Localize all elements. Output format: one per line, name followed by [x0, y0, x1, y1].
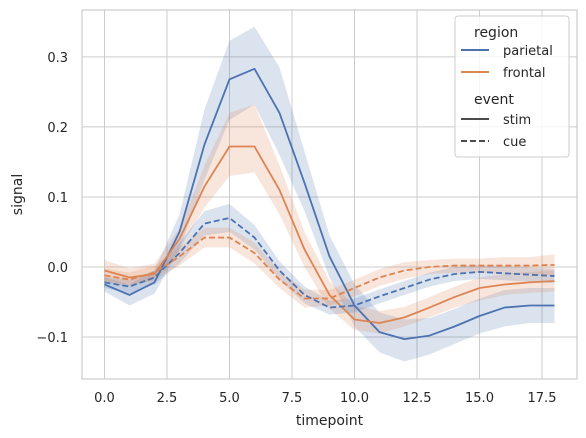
- y-tick-labels: −0.1 0.0 0.1 0.2 0.3: [36, 51, 68, 346]
- y-tick-label: −0.1: [36, 331, 68, 346]
- x-axis-label: timepoint: [296, 413, 364, 429]
- ci-band-parietal-cue: [104, 203, 555, 315]
- x-tick-label: 10.0: [340, 391, 369, 406]
- legend-label-frontal: frontal: [503, 66, 546, 81]
- x-tick-label: 17.5: [528, 391, 557, 406]
- series-lines: [104, 67, 555, 340]
- x-tick-labels: 0.0 2.5 5.0 7.5 10.0 12.5 15.0 17.5: [94, 391, 556, 406]
- series-line-frontal-cue: [104, 236, 555, 300]
- x-tick-label: 7.5: [282, 391, 303, 406]
- ci-band-frontal-cue: [104, 227, 555, 308]
- legend-label-stim: stim: [503, 113, 531, 128]
- plot-frame: [81, 9, 578, 380]
- series-line-parietal-cue: [104, 217, 555, 309]
- legend-label-cue: cue: [503, 135, 526, 150]
- x-tick-label: 5.0: [219, 391, 240, 406]
- y-tick-label: 0.3: [47, 51, 68, 66]
- y-tick-label: 0.1: [47, 191, 68, 206]
- x-tick-label: 0.0: [94, 391, 115, 406]
- series-line-frontal-stim: [104, 145, 555, 324]
- legend-label-parietal: parietal: [503, 44, 553, 59]
- x-tick-label: 12.5: [403, 391, 432, 406]
- legend-box: [454, 15, 570, 158]
- ci-band-frontal-stim: [104, 104, 555, 334]
- legend-title-event: event: [474, 92, 514, 108]
- x-tick-label: 15.0: [465, 391, 494, 406]
- legend: region parietal frontal event stim cue: [454, 15, 570, 158]
- series-line-parietal-stim: [104, 67, 555, 340]
- legend-title-region: region: [474, 25, 518, 41]
- x-tick-label: 2.5: [157, 391, 178, 406]
- y-axis-label: signal: [10, 174, 26, 215]
- axes-spines: [81, 9, 578, 380]
- y-tick-label: 0.2: [47, 121, 68, 136]
- y-tick-label: 0.0: [47, 261, 68, 276]
